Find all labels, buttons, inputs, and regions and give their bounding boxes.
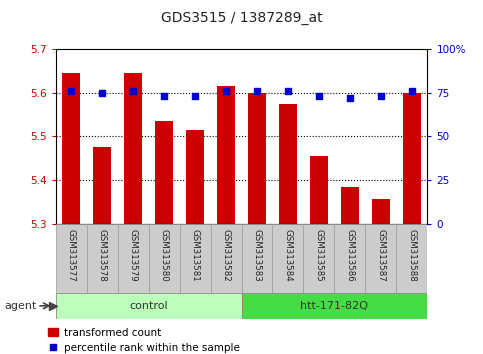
Bar: [397, 224, 427, 293]
Text: GSM313577: GSM313577: [67, 229, 75, 282]
Bar: [56, 224, 86, 293]
Bar: [242, 224, 272, 293]
Bar: [56, 293, 242, 319]
Bar: [242, 293, 427, 319]
Point: [160, 93, 168, 99]
Bar: [272, 224, 303, 293]
Bar: [86, 224, 117, 293]
Bar: [341, 187, 359, 224]
Bar: [117, 224, 149, 293]
Bar: [217, 86, 235, 224]
Text: GSM313587: GSM313587: [376, 229, 385, 282]
Text: GSM313582: GSM313582: [222, 229, 230, 282]
Bar: [93, 147, 112, 224]
Point: [408, 88, 416, 94]
Bar: [372, 199, 390, 224]
Bar: [248, 93, 266, 224]
Text: GSM313583: GSM313583: [253, 229, 261, 282]
Text: GSM313586: GSM313586: [345, 229, 355, 282]
Point: [253, 88, 261, 94]
Bar: [211, 224, 242, 293]
Bar: [279, 104, 297, 224]
Bar: [124, 73, 142, 224]
Text: GDS3515 / 1387289_at: GDS3515 / 1387289_at: [161, 11, 322, 25]
Text: GSM313584: GSM313584: [284, 229, 293, 282]
Text: control: control: [129, 301, 168, 311]
Bar: [334, 224, 366, 293]
Point: [222, 88, 230, 94]
Text: htt-171-82Q: htt-171-82Q: [300, 301, 369, 311]
Bar: [303, 224, 334, 293]
Bar: [180, 224, 211, 293]
Point: [67, 88, 75, 94]
Text: GSM313578: GSM313578: [98, 229, 107, 282]
Point: [129, 88, 137, 94]
Text: GSM313588: GSM313588: [408, 229, 416, 282]
Text: GSM313585: GSM313585: [314, 229, 324, 282]
Legend: transformed count, percentile rank within the sample: transformed count, percentile rank withi…: [44, 324, 244, 354]
Bar: [155, 121, 173, 224]
Bar: [149, 224, 180, 293]
Point: [315, 93, 323, 99]
Bar: [310, 156, 328, 224]
Bar: [62, 73, 80, 224]
Bar: [186, 130, 204, 224]
Point: [284, 88, 292, 94]
Point: [191, 93, 199, 99]
Text: GSM313581: GSM313581: [190, 229, 199, 282]
Point: [346, 95, 354, 101]
Text: GSM313579: GSM313579: [128, 229, 138, 281]
Text: GSM313580: GSM313580: [159, 229, 169, 282]
Text: agent: agent: [5, 301, 37, 311]
Bar: [366, 224, 397, 293]
Point: [98, 90, 106, 96]
Bar: [403, 93, 421, 224]
Point: [377, 93, 385, 99]
